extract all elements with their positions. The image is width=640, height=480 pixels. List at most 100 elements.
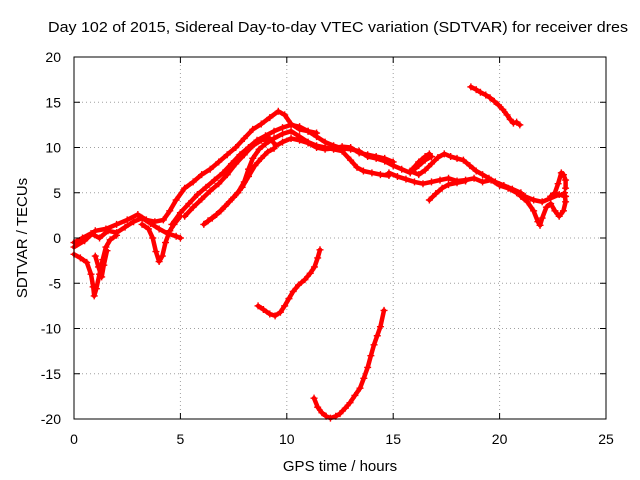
data-point	[421, 166, 429, 174]
data-point	[87, 229, 95, 237]
data-point	[149, 234, 157, 242]
data-point	[159, 216, 167, 224]
data-point	[172, 232, 180, 240]
data-point	[368, 169, 376, 177]
data-point	[279, 130, 287, 138]
data-point	[225, 198, 233, 206]
data-point	[279, 124, 287, 132]
data-point	[240, 134, 248, 142]
y-tick-label: 0	[53, 230, 61, 246]
data-point	[123, 216, 131, 224]
data-point	[266, 134, 274, 142]
data-point	[434, 153, 442, 161]
data-point	[113, 229, 121, 237]
data-point	[523, 198, 531, 206]
data-point	[330, 144, 338, 152]
y-tick-label: 15	[45, 94, 61, 110]
data-point	[428, 160, 436, 168]
data-point	[318, 409, 326, 417]
data-point	[408, 165, 416, 173]
data-point	[338, 143, 346, 151]
data-point	[479, 171, 487, 179]
data-point	[296, 123, 304, 131]
data-point	[486, 94, 494, 102]
data-point	[559, 171, 567, 179]
data-point	[130, 218, 138, 226]
data-point	[547, 200, 555, 208]
data-point	[504, 184, 512, 192]
data-point	[210, 176, 218, 184]
data-point	[562, 198, 570, 206]
data-point	[562, 184, 570, 192]
data-point	[204, 217, 212, 225]
data-point	[370, 341, 378, 349]
data-point	[262, 140, 270, 148]
data-point	[102, 225, 110, 233]
data-point	[551, 189, 559, 197]
y-tick-label: 20	[45, 49, 61, 65]
data-point	[500, 182, 508, 190]
data-point	[355, 149, 363, 157]
data-point	[181, 212, 189, 220]
data-point	[281, 302, 289, 310]
data-point	[276, 308, 284, 316]
data-point	[346, 399, 354, 407]
data-point	[240, 178, 248, 186]
data-point	[121, 223, 129, 231]
data-point	[351, 391, 359, 399]
data-point	[482, 91, 490, 99]
data-point	[138, 220, 146, 228]
y-tick-label: -15	[41, 366, 61, 382]
data-point	[206, 165, 214, 173]
x-tick-label: 0	[70, 431, 78, 447]
data-point	[257, 120, 265, 128]
data-point	[509, 119, 517, 127]
data-point	[295, 281, 303, 289]
data-point	[215, 158, 223, 166]
data-point	[147, 220, 155, 228]
data-point	[193, 191, 201, 199]
data-point	[264, 148, 272, 156]
data-point	[217, 207, 225, 215]
data-point	[151, 218, 159, 226]
data-point	[296, 136, 304, 144]
series-line	[169, 122, 434, 227]
data-point	[76, 254, 84, 262]
data-point	[398, 165, 406, 173]
tick-layer	[73, 56, 607, 420]
y-tick-labels: -20 -15 -10 -5 0 5 10 15 20	[41, 49, 61, 427]
data-point	[306, 269, 314, 277]
data-point	[530, 207, 538, 215]
data-point	[367, 352, 375, 360]
data-point	[491, 178, 499, 186]
x-tick-label: 15	[385, 431, 401, 447]
data-point	[506, 115, 514, 123]
data-point	[415, 171, 423, 179]
data-point	[202, 183, 210, 191]
data-point	[517, 192, 525, 200]
data-point	[251, 162, 259, 170]
data-point	[176, 209, 184, 217]
data-point	[536, 221, 544, 229]
data-point	[200, 220, 208, 228]
data-point	[421, 153, 429, 161]
data-point	[389, 158, 397, 166]
data-point	[172, 196, 180, 204]
data-point	[176, 234, 184, 242]
data-point	[240, 151, 248, 159]
grid-layer	[74, 57, 606, 419]
data-point	[364, 363, 372, 371]
data-point	[166, 207, 174, 215]
data-point	[376, 171, 384, 179]
data-point	[113, 220, 121, 228]
chart-title: Day 102 of 2015, Sidereal Day-to-day VTE…	[48, 19, 628, 36]
data-point	[534, 218, 542, 226]
data-point	[453, 179, 461, 187]
data-point	[230, 193, 238, 201]
data-point	[152, 248, 160, 256]
data-point	[428, 178, 436, 186]
data-point	[347, 156, 355, 164]
data-point	[158, 252, 166, 260]
data-point	[490, 97, 498, 105]
